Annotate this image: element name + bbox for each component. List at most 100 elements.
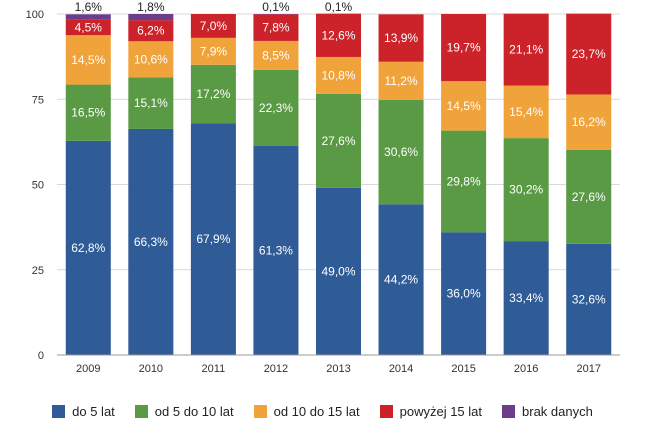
data-label: 15,4% <box>509 105 543 119</box>
bar-segment <box>441 232 487 355</box>
legend-swatch <box>134 405 148 418</box>
data-label: 10,8% <box>321 68 355 82</box>
bar-segment <box>190 37 236 65</box>
bar-segment <box>315 93 362 188</box>
data-label: 30,6% <box>384 145 418 159</box>
data-label: 62,8% <box>71 241 105 255</box>
data-label: 13,9% <box>384 31 418 45</box>
bar-segment <box>378 14 424 62</box>
x-tick-label: 2013 <box>326 363 350 375</box>
legend-swatch <box>502 405 516 418</box>
bar-segment <box>190 64 236 124</box>
legend-swatch <box>52 405 66 418</box>
data-label: 30,2% <box>509 183 543 197</box>
bar-segment <box>441 130 487 233</box>
bar-segment <box>566 13 612 95</box>
bar-segment <box>65 35 111 85</box>
data-labels: 62,8% 16,5% 14,5% 4,5% 1,6% 66,3% 15,1% 10,6% 6,… <box>71 0 606 306</box>
data-label: 21,1% <box>509 43 543 57</box>
bar-segment <box>503 241 549 355</box>
bar-segment <box>315 56 362 94</box>
bar-segment <box>441 14 487 82</box>
bar-segment <box>128 41 174 78</box>
data-label: 0,1% <box>325 0 353 14</box>
bar-segment <box>378 99 424 205</box>
legend-item: do 5 lat <box>52 404 115 419</box>
x-tick-label: 2015 <box>451 363 475 375</box>
legend-swatch <box>253 405 267 418</box>
data-label: 19,7% <box>447 41 481 55</box>
bar-segment <box>503 85 549 139</box>
bar-segment <box>128 14 174 21</box>
bar-segment <box>253 40 299 70</box>
data-label: 33,4% <box>509 291 543 305</box>
data-label: 0,1% <box>262 0 290 14</box>
data-label: 61,3% <box>259 243 293 257</box>
data-label: 29,8% <box>447 174 481 188</box>
data-label: 36,0% <box>447 287 481 301</box>
data-label: 14,5% <box>71 53 105 67</box>
bar-segment <box>566 94 612 150</box>
legend: do 5 lat od 5 do 10 lat od 10 do 15 lat pow… <box>0 404 645 419</box>
y-tick-label: 25 <box>32 265 44 277</box>
x-tick-label: 2011 <box>202 363 226 375</box>
bar-segment <box>253 14 299 41</box>
x-tick-label: 2016 <box>514 363 538 375</box>
bar-segment <box>190 123 236 355</box>
x-tick-label: 2009 <box>76 363 100 375</box>
y-tick-label: 50 <box>32 180 44 192</box>
data-label: 44,2% <box>384 273 418 287</box>
legend-label: od 10 do 15 lat <box>273 404 360 419</box>
data-label: 22,3% <box>259 101 293 115</box>
data-label: 1,6% <box>75 0 103 14</box>
bar-segment <box>378 204 424 355</box>
data-label: 1,8% <box>137 0 165 14</box>
data-label: 8,5% <box>262 48 290 62</box>
data-label: 7,8% <box>262 21 290 35</box>
data-label: 49,0% <box>321 264 355 278</box>
data-label: 27,6% <box>572 190 606 204</box>
bar-segment <box>190 14 236 38</box>
axes: 0 25 50 75 100 2009 2010 2011 2012 2013 2014 2015 20… <box>26 9 620 375</box>
stacked-bar-chart: 62,8% 16,5% 14,5% 4,5% 1,6% 66,3% 15,1% 10,6% 6,… <box>26 0 620 375</box>
bar-segment <box>378 61 424 100</box>
data-label: 66,3% <box>134 235 168 249</box>
bar-segment <box>503 13 549 86</box>
legend-item: od 5 do 10 lat <box>134 404 234 419</box>
data-label: 6,2% <box>137 24 165 38</box>
data-label: 32,6% <box>572 292 606 306</box>
bar-segment <box>128 77 174 129</box>
x-tick-label: 2017 <box>576 363 600 375</box>
data-label: 27,6% <box>321 134 355 148</box>
y-tick-label: 75 <box>32 94 44 106</box>
bar-segment <box>65 84 111 141</box>
legend-label: od 5 do 10 lat <box>154 404 234 419</box>
bar-segment <box>128 128 174 355</box>
data-label: 4,5% <box>75 20 103 34</box>
bar-segment <box>566 149 612 244</box>
bar-segment <box>128 20 174 42</box>
data-label: 10,6% <box>134 52 168 66</box>
data-label: 7,0% <box>200 19 228 33</box>
y-tick-label: 0 <box>38 350 44 362</box>
data-label: 16,2% <box>572 115 606 129</box>
bar-segment <box>253 145 299 355</box>
data-label: 23,7% <box>572 47 606 61</box>
legend-item: brak danych <box>502 404 593 419</box>
data-label: 7,9% <box>200 44 228 58</box>
data-label: 12,6% <box>321 28 355 42</box>
bar-segment <box>253 69 299 146</box>
bar-segment <box>65 19 111 36</box>
x-tick-label: 2012 <box>264 363 288 375</box>
data-label: 14,5% <box>447 99 481 113</box>
bar-segment <box>503 138 549 242</box>
bar-segment <box>65 140 111 355</box>
x-tick-label: 2010 <box>139 363 163 375</box>
legend-swatch <box>379 405 393 418</box>
x-tick-label: 2014 <box>389 363 413 375</box>
legend-item: powyżej 15 lat <box>379 404 482 419</box>
y-tick-label: 100 <box>26 9 44 21</box>
data-label: 17,2% <box>196 87 230 101</box>
bars <box>65 13 612 355</box>
data-label: 16,5% <box>71 106 105 120</box>
